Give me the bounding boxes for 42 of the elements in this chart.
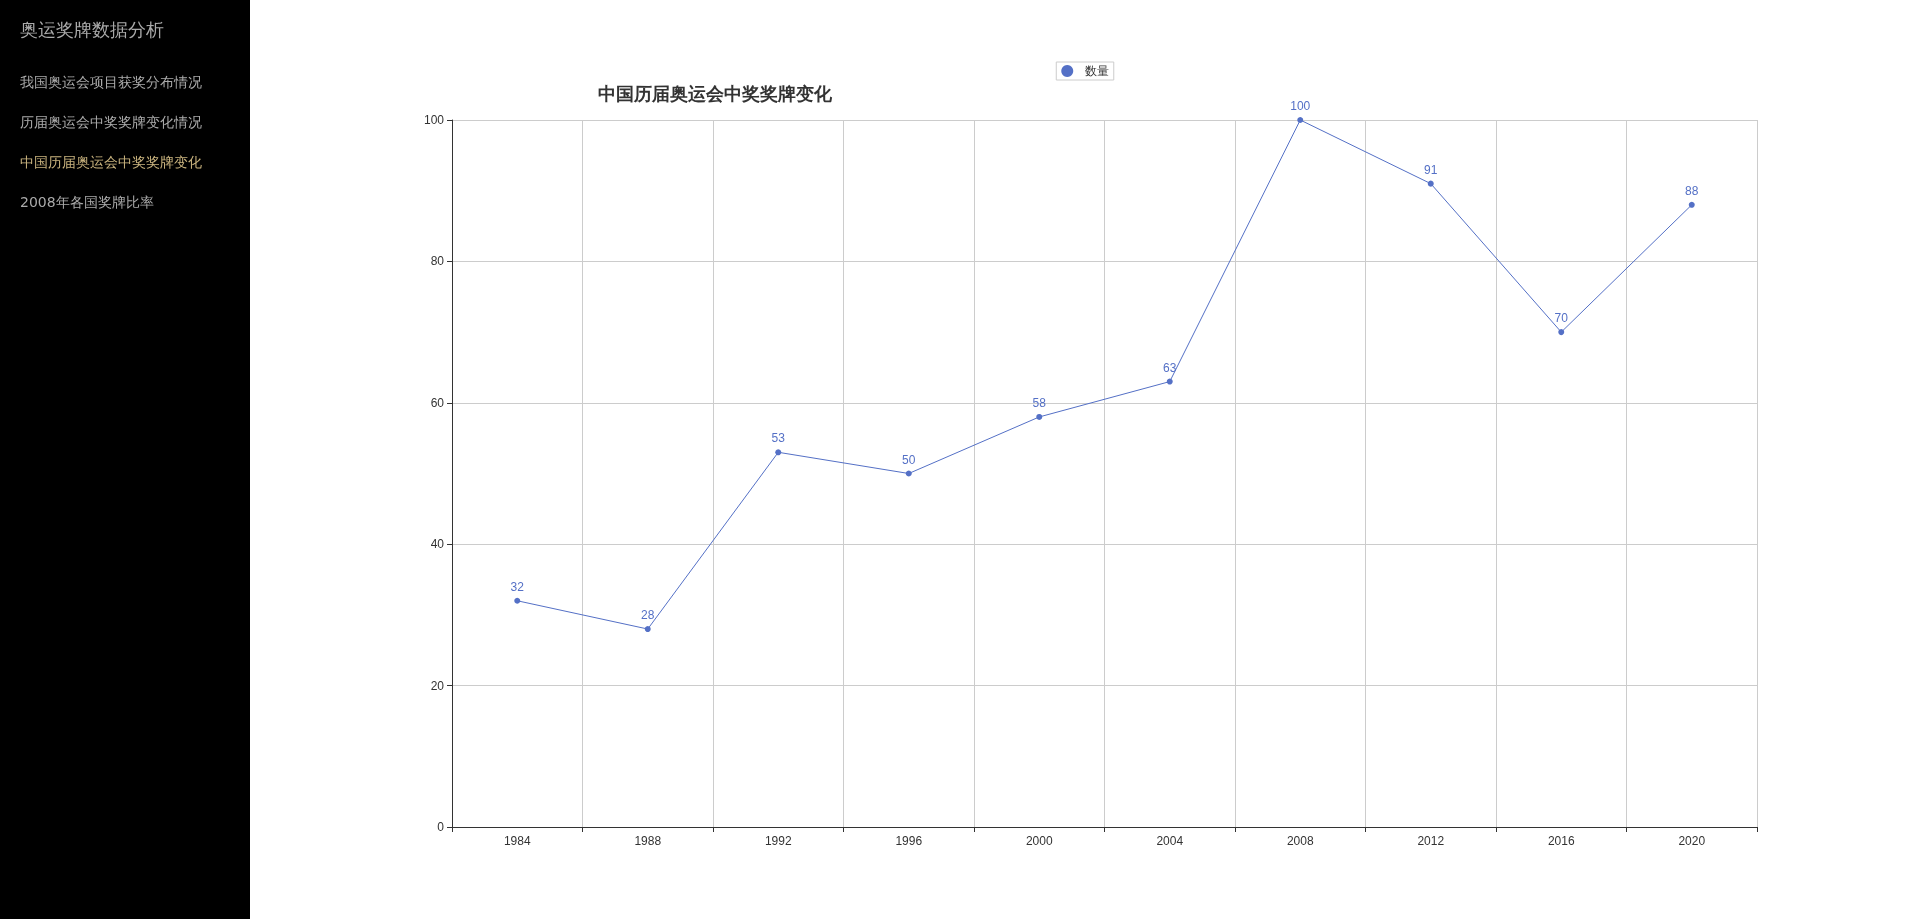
data-label: 91 bbox=[1424, 162, 1438, 177]
point bbox=[514, 597, 521, 604]
data-label: 53 bbox=[771, 431, 786, 446]
data-label: 50 bbox=[902, 452, 916, 467]
x-tick-label: 2004 bbox=[1156, 834, 1184, 848]
point bbox=[1297, 117, 1304, 123]
y-tick-label: 40 bbox=[430, 537, 445, 552]
y-tick-label: 100 bbox=[423, 113, 445, 127]
point bbox=[775, 449, 782, 456]
x-tick-label: 1984 bbox=[503, 834, 531, 848]
x-tick-label: 2020 bbox=[1678, 834, 1706, 848]
x-tick-label: 1996 bbox=[895, 834, 923, 848]
x-tick-label: 2012 bbox=[1417, 834, 1445, 848]
text: 历届奥运会中奖奖牌变化情况 bbox=[20, 114, 202, 132]
point bbox=[1427, 180, 1434, 187]
x-tick-label: 1992 bbox=[764, 834, 792, 848]
text: 中国历届奥运会中奖奖牌变化 bbox=[20, 154, 202, 172]
text: 我国奥运会项目获奖分布情况 bbox=[20, 74, 202, 92]
point bbox=[1036, 413, 1043, 420]
point bbox=[1558, 329, 1565, 336]
data-label: 100 bbox=[1290, 99, 1311, 113]
text: 2008年各国奖牌比率 bbox=[20, 194, 154, 212]
data-label: 32 bbox=[510, 579, 525, 594]
y-tick-label: 60 bbox=[430, 395, 445, 410]
y-tick-label: 0 bbox=[437, 820, 445, 834]
point bbox=[1166, 378, 1173, 385]
data-label: 88 bbox=[1685, 183, 1699, 198]
data-label: 70 bbox=[1554, 311, 1569, 326]
chart-title: 中国历届奥运会中奖奖牌变化 bbox=[598, 84, 833, 104]
legend-label: 数量 bbox=[1084, 64, 1109, 78]
x-tick-label: 2016 bbox=[1547, 834, 1575, 848]
x-tick-label: 2000 bbox=[1025, 834, 1053, 848]
x-tick-label: 1988 bbox=[634, 834, 662, 848]
point bbox=[644, 626, 651, 633]
x-tick-label: 2008 bbox=[1286, 834, 1314, 848]
y-tick-label: 20 bbox=[430, 678, 445, 693]
point bbox=[1688, 201, 1695, 208]
data-label: 58 bbox=[1032, 395, 1047, 410]
y-tick-label: 80 bbox=[430, 254, 445, 269]
data-label: 63 bbox=[1163, 360, 1177, 375]
text: 奥运奖牌数据分析 bbox=[20, 18, 164, 42]
data-label: 28 bbox=[641, 608, 655, 623]
